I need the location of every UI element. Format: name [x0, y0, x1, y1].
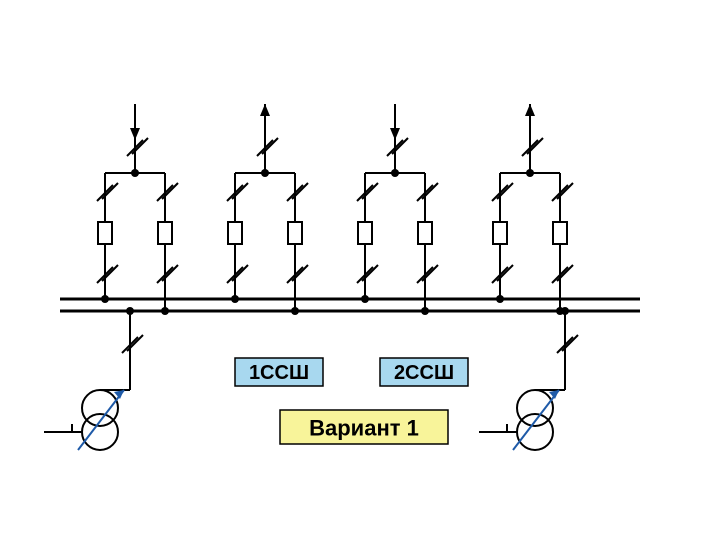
svg-text:2ССШ: 2ССШ [394, 362, 454, 384]
variant-label: Вариант 1 [280, 410, 448, 444]
feeder-group [228, 104, 302, 315]
transformer [479, 307, 569, 450]
bus1-label: 1ССШ [235, 358, 323, 386]
svg-text:1ССШ: 1ССШ [249, 362, 309, 384]
svg-text:Вариант 1: Вариант 1 [309, 416, 419, 441]
feeder-group [493, 104, 567, 315]
bus2-label: 2ССШ [380, 358, 468, 386]
transformer [44, 307, 134, 450]
